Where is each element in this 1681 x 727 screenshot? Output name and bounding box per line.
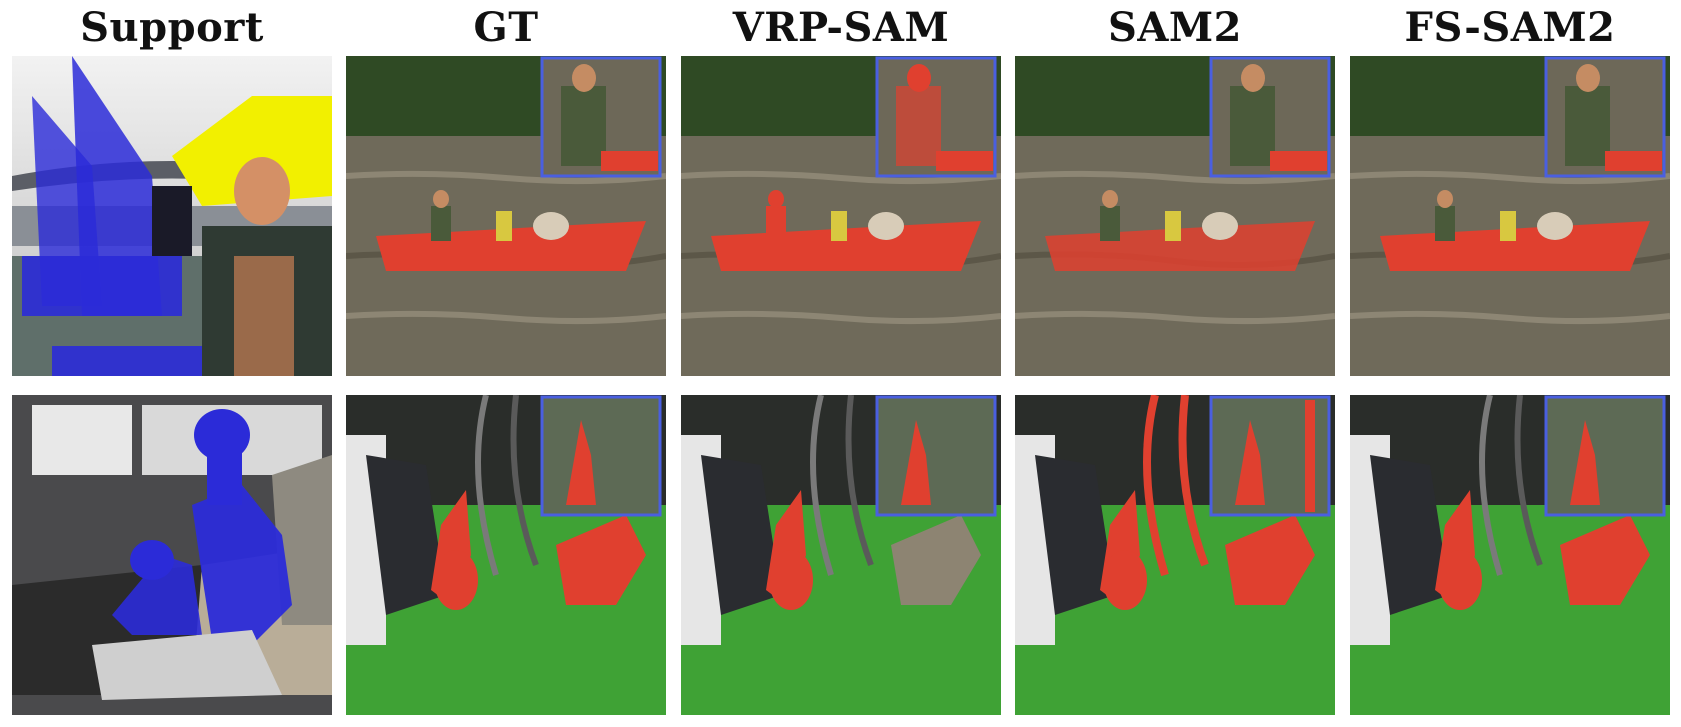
fs-sam2-image-boat xyxy=(1350,56,1670,376)
header-support: Support xyxy=(80,3,264,51)
header-sam2: SAM2 xyxy=(1107,3,1243,51)
gt-image-dogs-grass xyxy=(346,395,666,715)
support-image-dogs-car xyxy=(12,395,332,715)
header-gt: GT xyxy=(473,3,539,51)
sam2-image-boat xyxy=(1015,56,1335,376)
fs-sam2-image-dogs-grass xyxy=(1350,395,1670,715)
vrp-sam-image-boat xyxy=(681,56,1001,376)
support-image-boat-person xyxy=(12,56,332,376)
header-vrp-sam: VRP-SAM xyxy=(732,3,950,51)
vrp-sam-image-dogs-grass xyxy=(681,395,1001,715)
header-fs-sam2: FS-SAM2 xyxy=(1404,3,1616,51)
gt-image-boat xyxy=(346,56,666,376)
sam2-image-dogs-grass xyxy=(1015,395,1335,715)
